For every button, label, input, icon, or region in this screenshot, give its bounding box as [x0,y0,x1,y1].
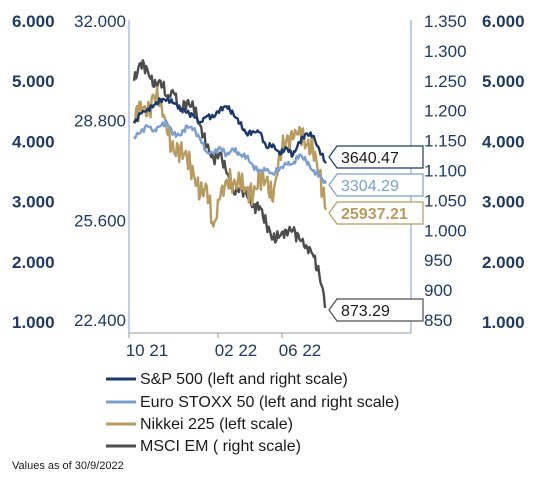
outer-right-tick-label: 6.000 [482,12,525,31]
inner-right-tick-label: 850 [424,311,452,330]
inner-right-tick-label: 1.300 [424,42,467,61]
legend-label: Euro STOXX 50 (left and right scale) [140,394,399,411]
outer-left-axis: 6.000 5.000 4.000 3.000 2.000 1.000 [12,12,55,332]
outer-right-tick-label: 1.000 [482,313,525,332]
outer-right-tick-label: 4.000 [482,132,525,151]
inner-right-tick-label: 1.250 [424,72,467,91]
inner-right-tick-label: 950 [424,251,452,270]
series-line-2 [133,119,328,184]
callout-value: 25937.21 [341,206,408,223]
inner-right-tick-label: 1.000 [424,221,467,240]
callout-box [328,298,424,322]
legend-label: Nikkei 225 (left scale) [140,416,293,433]
legend: S&P 500 (left and right scale) Euro STOXX… [106,371,399,455]
inner-right-tick-label: 900 [424,281,452,300]
callout-box [328,145,424,169]
outer-right-axis: 6.000 5.000 4.000 3.000 2.000 1.000 [482,12,525,332]
callout-value: 3304.29 [341,178,399,195]
inner-left-axis: 32.000 28.800 25.600 22.400 [74,12,126,330]
x-axis-ticks: 10 21 02 22 06 22 [126,333,322,360]
outer-left-tick-label: 6.000 [12,12,55,31]
series-line-1 [132,96,327,164]
outer-right-tick-label: 3.000 [482,193,525,212]
inner-left-tick-label: 28.800 [74,112,126,131]
series-lines [132,59,328,309]
outer-right-tick-label: 2.000 [482,253,525,272]
callout-box [328,201,424,225]
end-value-callouts: 3640.47 3304.29 25937.21 873.29 [328,145,424,322]
legend-label: S&P 500 (left and right scale) [140,371,348,388]
legend-label: MSCI EM ( right scale) [140,438,301,455]
x-tick-label: 06 22 [279,341,322,360]
outer-right-tick-label: 5.000 [482,72,525,91]
inner-right-tick-label: 1.350 [424,12,467,31]
inner-left-tick-label: 25.600 [74,211,126,230]
callout-value: 873.29 [341,303,390,320]
inner-right-tick-label: 1.050 [424,191,467,210]
inner-left-tick-label: 32.000 [74,12,126,31]
footnote: Values as of 30/9/2022 [12,460,124,472]
outer-left-tick-label: 1.000 [12,313,55,332]
inner-right-axis: 1.350 1.300 1.250 1.200 1.150 1.100 1.050 1.000… [424,12,467,330]
outer-left-tick-label: 5.000 [12,72,55,91]
outer-left-tick-label: 2.000 [12,253,55,272]
inner-left-tick-label: 22.400 [74,311,126,330]
outer-left-tick-label: 3.000 [12,193,55,212]
x-tick-label: 10 21 [126,341,169,360]
x-tick-label: 02 22 [215,341,258,360]
inner-right-tick-label: 1.200 [424,102,467,121]
callout-value: 3640.47 [341,150,399,167]
outer-left-tick-label: 4.000 [12,132,55,151]
inner-right-tick-label: 1.100 [424,162,467,181]
inner-right-tick-label: 1.150 [424,132,467,151]
callout-box [328,173,424,197]
